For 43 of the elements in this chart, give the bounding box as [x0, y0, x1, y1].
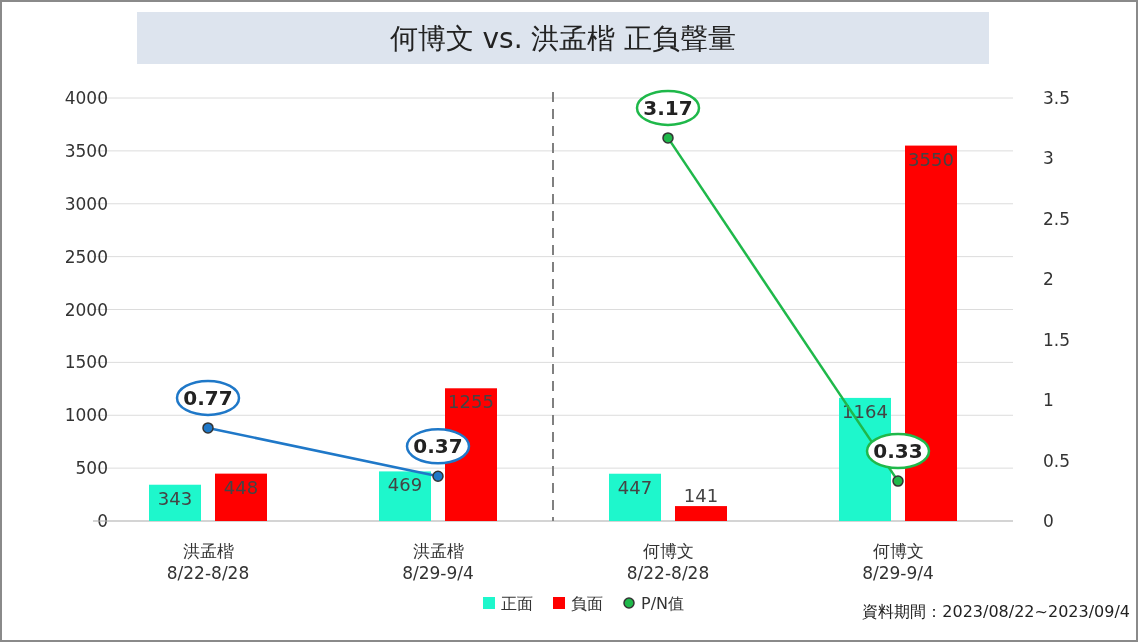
point	[892, 475, 904, 487]
x-tick-label: 何博文 8/22-8/28	[626, 541, 710, 583]
data-label: 343	[157, 487, 193, 509]
data-label: 0.37	[413, 434, 463, 459]
y2-tick-label: 1	[1043, 390, 1054, 411]
bar	[609, 473, 661, 521]
y-tick-label: 2000	[64, 299, 108, 320]
y2-tick-label: 0.5	[1043, 450, 1071, 471]
y-tick-label: 4000	[64, 88, 108, 108]
legend-label: P/N值	[641, 594, 685, 613]
y-tick-label: 2500	[64, 246, 108, 267]
data-label: 3550	[908, 148, 954, 170]
y-tick-label: 1500	[64, 352, 108, 373]
y2-tick-label: 2	[1043, 269, 1054, 290]
x-tick-label: 洪孟楷 8/22-8/28	[166, 541, 250, 583]
y2-tick-label: 2.5	[1043, 208, 1071, 229]
legend-label: 正面	[501, 594, 533, 613]
y-tick-label: 3500	[64, 140, 108, 161]
y2-tick-label: 3	[1043, 148, 1054, 169]
y2-tick-label: 3.5	[1043, 88, 1071, 108]
point	[662, 132, 674, 144]
bar	[675, 506, 727, 521]
data-label: 1255	[448, 391, 494, 413]
legend-label: 負面	[571, 594, 603, 613]
point	[432, 470, 444, 483]
data-label: 469	[387, 474, 423, 496]
y-tick-label: 3000	[64, 193, 108, 214]
y-tick-label: 0	[97, 511, 108, 531]
y2-tick-label: 0	[1043, 511, 1054, 531]
x-tick-label: 洪孟楷 8/29-9/4	[402, 541, 474, 583]
data-label: 448	[223, 476, 259, 498]
x-tick-label: 何博文 8/29-9/4	[862, 541, 934, 583]
chart-title: 何博文 vs. 洪孟楷 正負聲量	[389, 22, 737, 55]
data-label: 447	[617, 476, 653, 498]
point	[202, 422, 214, 434]
text: 資料期間：2023/08/22~2023/09/4	[862, 602, 1130, 621]
y-tick-label: 500	[75, 458, 108, 479]
y2-tick-label: 1.5	[1043, 329, 1071, 350]
data-label: 141	[683, 485, 719, 507]
y-tick-label: 1000	[64, 405, 108, 426]
data-label: 0.77	[183, 385, 233, 410]
data-label: 0.33	[873, 439, 923, 464]
data-label: 3.17	[643, 95, 693, 120]
